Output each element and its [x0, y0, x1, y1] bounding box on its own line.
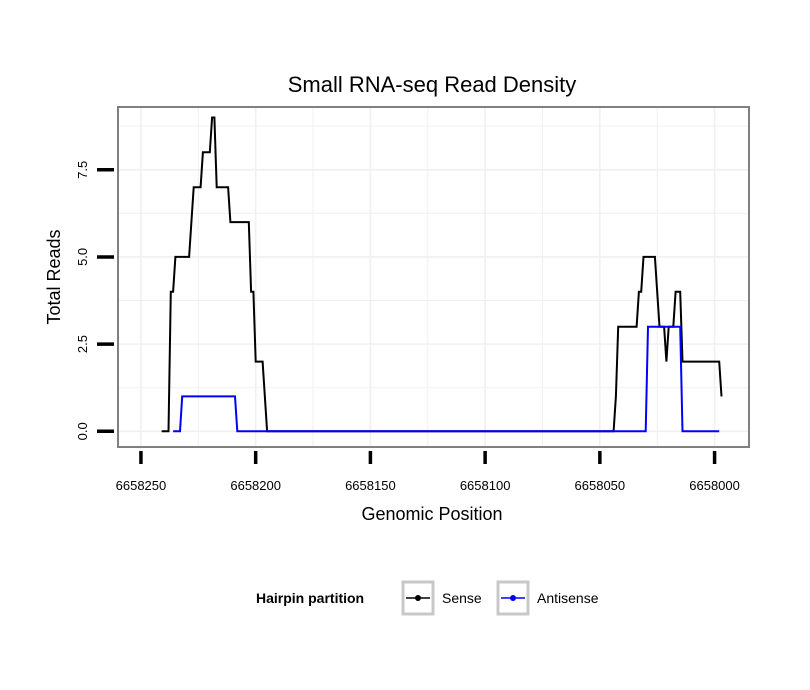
series-line-antisense	[173, 325, 720, 433]
x-tick-label: 6658000	[689, 478, 740, 493]
x-tick-label: 6658200	[230, 478, 281, 493]
y-tick-label: 0.0	[75, 422, 90, 440]
legend-dot-sense	[415, 595, 421, 601]
x-tick-label: 6658100	[460, 478, 511, 493]
x-tick-label: 6658050	[575, 478, 626, 493]
series-line-sense	[161, 116, 723, 433]
legend-label-antisense: Antisense	[537, 590, 599, 606]
y-tick-label: 7.5	[75, 161, 90, 179]
x-axis-title: Genomic Position	[361, 504, 502, 524]
legend: Hairpin partition Sense Antisense	[256, 580, 599, 616]
legend-item-sense: Sense	[401, 580, 482, 616]
plot-panel	[118, 107, 749, 447]
y-axis-title: Total Reads	[44, 229, 64, 324]
y-tick-label: 5.0	[75, 248, 90, 266]
x-axis: 6658250 6658200 6658150 6658100 6658050 66580…	[116, 451, 740, 493]
legend-label-sense: Sense	[442, 590, 482, 606]
y-axis: 0.0 2.5 5.0 7.5	[75, 161, 114, 440]
legend-dot-antisense	[510, 595, 516, 601]
legend-item-antisense: Antisense	[496, 580, 599, 616]
y-tick-label: 2.5	[75, 335, 90, 353]
plot-border	[117, 106, 750, 448]
x-tick-label: 6658250	[116, 478, 167, 493]
legend-title: Hairpin partition	[256, 590, 364, 606]
x-tick-label: 6658150	[345, 478, 396, 493]
chart-title: Small RNA-seq Read Density	[288, 72, 577, 97]
series-layer	[161, 116, 723, 433]
